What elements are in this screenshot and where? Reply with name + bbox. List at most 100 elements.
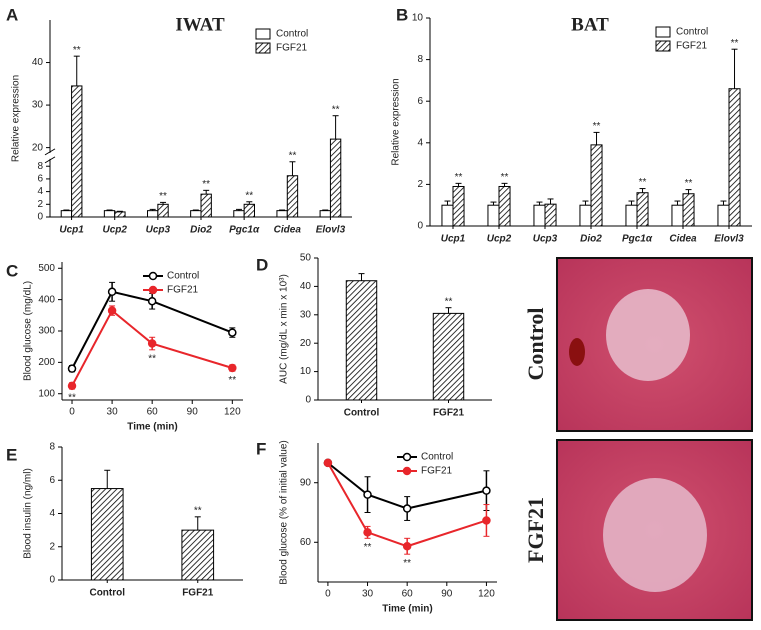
legend-marker [148, 285, 158, 295]
significance: ** [639, 177, 647, 188]
point [402, 504, 412, 513]
line [327, 462, 487, 548]
point [67, 364, 77, 373]
point [482, 516, 491, 525]
x-tick-label: Ucp3 [146, 225, 171, 236]
point [147, 296, 157, 306]
significance: ** [68, 393, 76, 404]
y-tick-label: 8 [417, 54, 423, 65]
y-tick-label: 20 [300, 338, 312, 349]
y-tick-label: 0 [37, 212, 43, 223]
bar [671, 204, 684, 227]
y-axis-label: Relative expression [11, 75, 22, 162]
legend-label: Control [276, 29, 308, 40]
bar [728, 88, 741, 227]
y-tick-label: 40 [300, 281, 312, 292]
chart-title: IWAT [175, 14, 225, 35]
bar [487, 204, 500, 227]
legend-label: FGF21 [276, 43, 308, 54]
bar [441, 204, 454, 227]
line [71, 309, 233, 387]
bar [243, 203, 255, 218]
significance: ** [403, 558, 411, 569]
x-tick-label: Control [89, 588, 125, 599]
bar [181, 529, 215, 581]
significance: ** [685, 178, 693, 189]
panel-letter: A [6, 5, 18, 24]
y-tick-label: 4 [49, 508, 55, 519]
legend-label: Control [421, 452, 453, 463]
x-tick-label: Elovl3 [714, 234, 744, 245]
islet [603, 478, 707, 592]
x-tick-label: 60 [147, 407, 159, 418]
y-axis-label: Blood glucose (% of initial value) [279, 440, 290, 585]
bar [157, 203, 169, 218]
x-tick-label: 0 [325, 589, 331, 600]
y-tick-label: 2 [417, 179, 423, 190]
bar [90, 488, 124, 581]
point [228, 328, 237, 337]
significance: ** [245, 190, 253, 201]
legend-marker [148, 271, 158, 281]
bar [329, 138, 342, 218]
x-tick-label: 90 [441, 589, 453, 600]
significance: ** [73, 45, 81, 56]
vessel [569, 338, 585, 366]
x-tick-label: Dio2 [190, 225, 212, 236]
islet [606, 289, 690, 381]
bar [233, 210, 245, 218]
legend-marker [402, 452, 412, 462]
legend-label: Control [676, 27, 708, 38]
bar [625, 204, 638, 227]
point [67, 381, 77, 391]
significance: ** [159, 191, 167, 202]
significance: ** [194, 505, 202, 516]
y-axis-label: Blood insulin (ng/ml) [23, 468, 34, 559]
y-axis-label: AUC (mg/dL x min x 10³) [279, 274, 290, 384]
significance: ** [455, 172, 463, 183]
panel-letter: D [256, 255, 268, 274]
x-tick-label: Ucp1 [59, 225, 84, 236]
x-tick-label: FGF21 [182, 588, 214, 599]
y-tick-label: 500 [38, 263, 55, 274]
legend-label: FGF21 [421, 466, 453, 477]
axis-break [44, 156, 56, 164]
bar [544, 203, 557, 227]
y-tick-label: 2 [37, 199, 43, 210]
bar [345, 280, 378, 401]
significance: ** [593, 121, 601, 132]
x-tick-label: Cidea [274, 225, 302, 236]
x-tick-label: 120 [478, 589, 495, 600]
x-tick-label: Cidea [669, 234, 697, 245]
y-tick-label: 8 [49, 442, 55, 453]
point [107, 287, 117, 297]
x-tick-label: Pgc1α [622, 234, 653, 245]
y-tick-label: 4 [37, 186, 43, 197]
bar [682, 193, 695, 227]
significance: ** [228, 375, 236, 386]
y-tick-label: 60 [300, 537, 312, 548]
y-axis-label: Blood glucose (mg/dL) [23, 281, 34, 381]
y-tick-label: 0 [417, 221, 423, 232]
x-tick-label: Ucp2 [102, 225, 127, 236]
significance: ** [731, 38, 739, 49]
y-tick-label: 40 [32, 57, 44, 68]
bar [579, 204, 592, 227]
bar [286, 175, 299, 218]
point [482, 486, 491, 495]
line [71, 290, 233, 370]
panel-g: G Control FGF21 [523, 257, 753, 621]
x-tick-label: Dio2 [580, 234, 602, 245]
x-tick-label: FGF21 [433, 408, 465, 419]
x-axis-label: Time (min) [382, 604, 432, 615]
bar [432, 312, 465, 401]
x-tick-label: 90 [187, 407, 199, 418]
y-tick-label: 6 [37, 174, 43, 185]
y-tick-label: 300 [38, 326, 55, 337]
x-tick-label: 0 [69, 407, 75, 418]
image-label: FGF21 [523, 497, 548, 563]
legend-swatch [255, 28, 271, 40]
y-tick-label: 100 [38, 388, 55, 399]
bar [103, 210, 116, 218]
